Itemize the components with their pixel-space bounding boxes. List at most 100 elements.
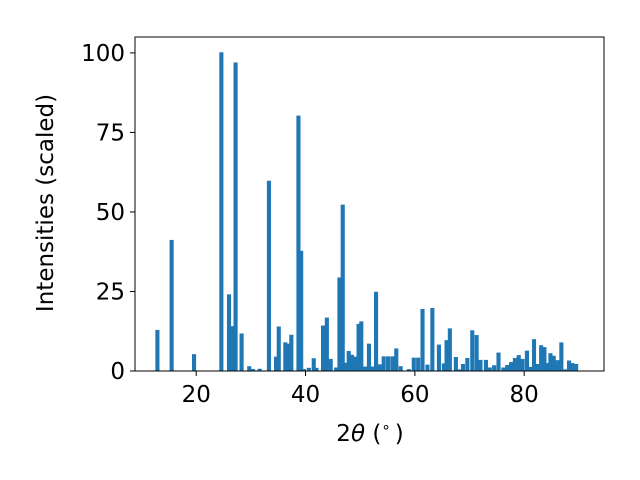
bar	[301, 369, 306, 371]
x-axis-label: 2θ (∘)	[336, 418, 403, 447]
bar	[416, 357, 421, 371]
y-tick-label: 50	[96, 200, 125, 226]
bar	[346, 350, 351, 371]
bar	[539, 345, 544, 371]
x-tick-label: 20	[182, 382, 211, 408]
bar	[257, 368, 262, 371]
x-axis-label-theta: θ	[351, 421, 365, 447]
bar	[349, 354, 355, 371]
bar	[289, 334, 294, 371]
x-axis-label-unit-close: )	[395, 421, 404, 447]
bar	[286, 343, 291, 371]
bar	[436, 344, 441, 371]
bar	[283, 342, 288, 371]
bar	[483, 359, 488, 371]
bar	[359, 321, 364, 371]
bar	[394, 348, 399, 371]
bar	[478, 359, 483, 371]
bar	[574, 364, 579, 371]
bar	[551, 355, 556, 371]
bar	[457, 369, 462, 371]
bar	[226, 294, 232, 371]
bar	[320, 325, 326, 371]
bar	[496, 352, 501, 371]
bar	[191, 354, 197, 371]
bar	[251, 369, 256, 371]
bar	[555, 360, 560, 371]
bar	[545, 363, 550, 371]
x-axis-label-prefix: 2	[336, 421, 351, 447]
bar	[328, 358, 333, 371]
x-axis-label-unit-open: (	[365, 421, 381, 447]
bar	[343, 362, 348, 371]
bar	[524, 350, 529, 371]
bar	[353, 356, 358, 371]
bar	[516, 355, 521, 371]
bar	[366, 343, 371, 371]
bar	[306, 367, 311, 371]
bar	[548, 353, 553, 371]
bar	[570, 363, 575, 371]
bar	[501, 367, 506, 371]
bar	[230, 326, 235, 371]
bar	[337, 277, 342, 371]
bar	[505, 364, 510, 371]
y-axis-ticks: 0 25 50 75 100	[81, 41, 135, 385]
bar	[324, 317, 329, 371]
bar-series	[155, 52, 579, 372]
bar	[430, 308, 435, 371]
y-tick-label: 75	[96, 120, 125, 146]
x-tick-label: 60	[400, 382, 429, 408]
bar	[406, 369, 411, 371]
bar	[299, 250, 304, 371]
bar	[528, 366, 533, 371]
x-tick-label: 80	[510, 382, 539, 408]
bar	[239, 333, 244, 371]
bar	[169, 239, 174, 371]
bar	[444, 340, 449, 371]
y-tick-label: 100	[81, 41, 125, 67]
bar	[311, 358, 316, 371]
bar	[247, 366, 252, 371]
bar	[535, 364, 540, 371]
y-tick-label: 25	[96, 279, 125, 305]
bar	[314, 367, 319, 371]
bar	[266, 180, 271, 371]
bar	[460, 364, 466, 371]
bar	[377, 364, 382, 371]
bar	[441, 363, 446, 371]
bar	[425, 364, 430, 371]
bar	[374, 291, 379, 371]
bar	[273, 356, 279, 371]
bar	[411, 357, 416, 371]
x-tick-label: 40	[291, 382, 320, 408]
bar	[420, 308, 425, 371]
bar	[465, 357, 470, 371]
plot-frame	[134, 36, 605, 372]
bar	[340, 204, 345, 371]
bar	[563, 369, 568, 371]
bar	[370, 366, 375, 371]
bar	[398, 366, 403, 371]
x-axis-ticks: 20 40 60 80	[182, 371, 539, 408]
bar	[487, 367, 492, 371]
bar	[219, 52, 224, 372]
bar	[155, 329, 160, 371]
bar	[381, 356, 386, 371]
bar	[520, 358, 525, 371]
bar	[334, 367, 339, 371]
bar	[386, 356, 391, 371]
bar	[531, 339, 537, 371]
bar	[390, 356, 395, 371]
bar	[512, 357, 517, 371]
bar	[492, 365, 497, 371]
y-axis-label: Intensities (scaled)	[33, 94, 59, 312]
y-tick-label: 0	[110, 359, 125, 385]
bar	[356, 323, 361, 371]
bar	[566, 360, 572, 371]
bar	[363, 366, 368, 371]
bar	[509, 362, 514, 371]
bar	[559, 342, 564, 371]
